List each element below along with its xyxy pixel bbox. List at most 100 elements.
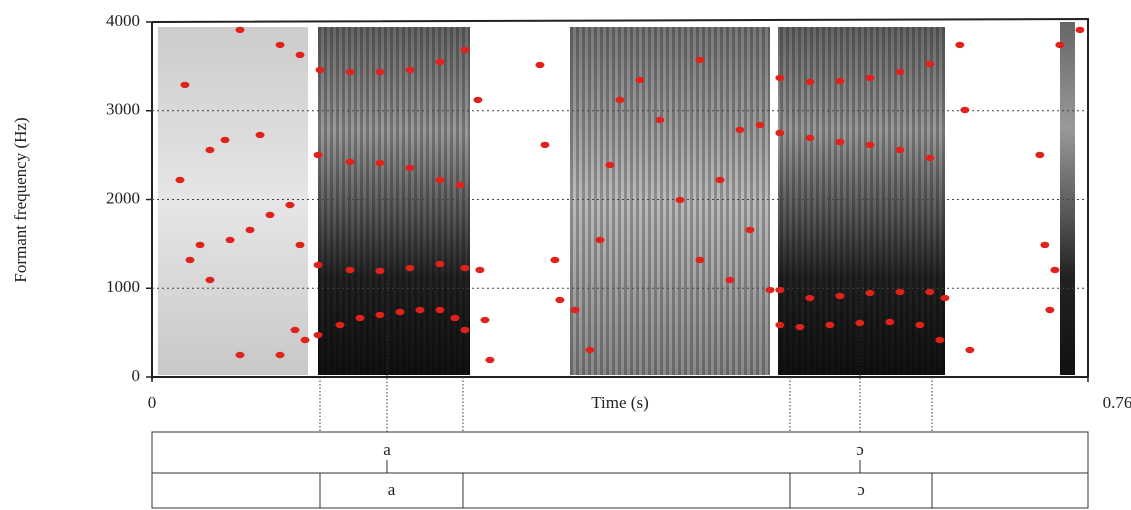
formant-point — [275, 41, 285, 49]
formant-point — [375, 159, 385, 167]
formant-point — [865, 289, 875, 297]
formant-point — [485, 356, 495, 364]
formant-point — [825, 321, 835, 329]
formant-point — [835, 77, 845, 85]
formant-point — [435, 176, 445, 184]
formant-point — [585, 346, 595, 354]
formant-point — [895, 68, 905, 76]
formant-point — [865, 74, 875, 82]
formant-point — [435, 58, 445, 66]
formant-point — [735, 126, 745, 134]
formant-point — [345, 68, 355, 76]
formant-point — [285, 201, 295, 209]
formant-point — [775, 129, 785, 137]
formant-point — [313, 331, 323, 339]
formant-point — [275, 351, 285, 359]
formant-point — [775, 286, 785, 294]
formant-point — [535, 61, 545, 69]
formant-point — [245, 226, 255, 234]
y-axis-label: Formant frequency (Hz) — [11, 117, 30, 282]
formant-point — [175, 176, 185, 184]
formant-point — [795, 323, 805, 331]
formant-point — [885, 318, 895, 326]
formant-point — [655, 116, 665, 124]
formant-point — [313, 151, 323, 159]
formant-point — [355, 314, 365, 322]
y-tick-label: 1000 — [106, 277, 140, 296]
formant-point — [805, 294, 815, 302]
formant-point — [405, 164, 415, 172]
formant-point — [315, 66, 325, 74]
y-tick-label: 4000 — [106, 11, 140, 30]
formant-point — [375, 68, 385, 76]
formant-point — [715, 176, 725, 184]
formant-point — [550, 256, 560, 264]
formant-point — [220, 136, 230, 144]
formant-point — [595, 236, 605, 244]
interval-tier — [151, 472, 1089, 509]
formant-point — [1035, 151, 1045, 159]
formant-point — [300, 336, 310, 344]
formant-point — [435, 260, 445, 268]
formant-point — [185, 256, 195, 264]
formant-point — [313, 261, 323, 269]
formant-point — [473, 96, 483, 104]
formant-point — [460, 46, 470, 54]
formant-point — [480, 316, 490, 324]
formant-point — [375, 267, 385, 275]
point-tier-label: ɔ — [856, 440, 864, 459]
formant-point — [1055, 41, 1065, 49]
x-axis-label: Time (s) — [591, 393, 648, 412]
y-tick-label: 2000 — [106, 188, 140, 207]
formant-point — [895, 146, 905, 154]
formant-point — [955, 41, 965, 49]
formant-point — [435, 306, 445, 314]
formant-point — [940, 294, 950, 302]
formant-point — [1050, 266, 1060, 274]
formant-point — [925, 154, 935, 162]
formant-point — [835, 292, 845, 300]
formant-point — [835, 138, 845, 146]
formant-point — [290, 326, 300, 334]
interval-label: ɔ — [857, 480, 865, 499]
formant-point — [460, 264, 470, 272]
formant-point — [695, 56, 705, 64]
formant-point — [415, 306, 425, 314]
formant-point — [475, 266, 485, 274]
formant-point — [925, 60, 935, 68]
spectrogram — [158, 22, 1075, 375]
formant-point — [755, 121, 765, 129]
formant-point — [375, 311, 385, 319]
formant-point — [225, 236, 235, 244]
formant-point — [555, 296, 565, 304]
formant-point — [745, 226, 755, 234]
formant-point — [915, 321, 925, 329]
formant-point — [965, 346, 975, 354]
formant-point — [335, 321, 345, 329]
formant-point — [765, 286, 775, 294]
formant-point — [455, 181, 465, 189]
formant-point — [935, 336, 945, 344]
formant-point — [195, 241, 205, 249]
formant-point — [460, 326, 470, 334]
formant-point — [865, 141, 875, 149]
formant-point — [615, 96, 625, 104]
formant-point — [265, 211, 275, 219]
formant-point — [855, 319, 865, 327]
formant-point — [295, 241, 305, 249]
y-tick-label: 0 — [132, 366, 141, 385]
formant-point — [405, 264, 415, 272]
formant-point — [570, 306, 580, 314]
formant-point — [345, 266, 355, 274]
formant-point — [775, 74, 785, 82]
formant-point — [725, 276, 735, 284]
formant-point — [1075, 26, 1085, 34]
formant-point — [295, 51, 305, 59]
formant-point — [895, 288, 905, 296]
formant-point — [960, 106, 970, 114]
point-tier — [151, 431, 1089, 474]
formant-point — [345, 158, 355, 166]
formant-point — [235, 351, 245, 359]
formant-point — [805, 134, 815, 142]
